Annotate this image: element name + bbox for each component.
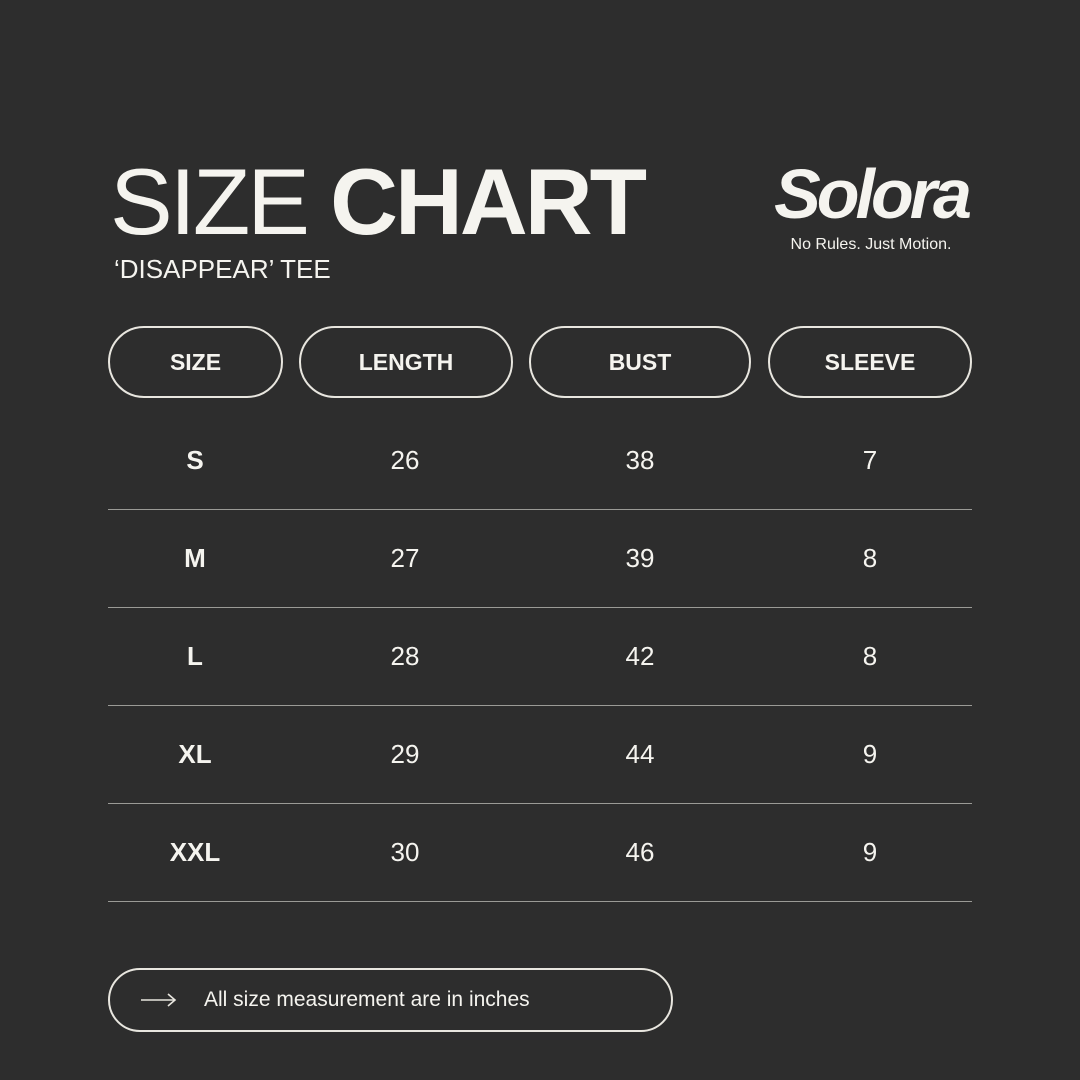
cell-sleeve: 8 (862, 640, 878, 671)
cell-length: 30 (390, 836, 420, 867)
title-light: SIZE (110, 149, 310, 254)
cell-bust: 44 (625, 738, 655, 769)
brand-tagline: No Rules. Just Motion. (790, 236, 952, 253)
cell-bust: 38 (625, 444, 655, 475)
brand-logo: Solora (774, 155, 972, 233)
cell-sleeve: 9 (862, 738, 878, 769)
cell-bust: 39 (625, 542, 655, 573)
page-title: SIZE CHART (110, 149, 647, 254)
arrow-right-icon (141, 993, 177, 1007)
measurement-note: All size measurement are in inches (108, 968, 673, 1032)
cell-length: 28 (390, 640, 420, 671)
cell-sleeve: 9 (862, 836, 878, 867)
table-row: XL 29 44 9 (108, 705, 972, 804)
cell-size: S (186, 444, 204, 475)
table-row: S 26 38 7 (108, 411, 972, 510)
title-bold: CHART (330, 149, 647, 254)
cell-length: 29 (390, 738, 420, 769)
table-row: XXL 30 46 9 (108, 803, 972, 902)
cell-size: L (187, 640, 203, 671)
cell-bust: 46 (625, 836, 655, 867)
column-header-length: LENGTH (299, 326, 513, 398)
measurement-note-text: All size measurement are in inches (204, 988, 530, 1011)
cell-size: XL (178, 738, 212, 769)
cell-sleeve: 8 (862, 542, 878, 573)
table-row: L 28 42 8 (108, 607, 972, 706)
column-header-size: SIZE (108, 326, 283, 398)
table-row: M 27 39 8 (108, 509, 972, 608)
cell-size: XXL (169, 836, 221, 867)
column-header-sleeve: SLEEVE (768, 326, 972, 398)
cell-sleeve: 7 (862, 444, 878, 475)
cell-bust: 42 (625, 640, 655, 671)
column-header-bust: BUST (529, 326, 751, 398)
product-subtitle: ‘DISAPPEAR’ TEE (114, 254, 331, 284)
cell-size: M (184, 542, 206, 573)
cell-length: 27 (390, 542, 420, 573)
cell-length: 26 (390, 444, 420, 475)
